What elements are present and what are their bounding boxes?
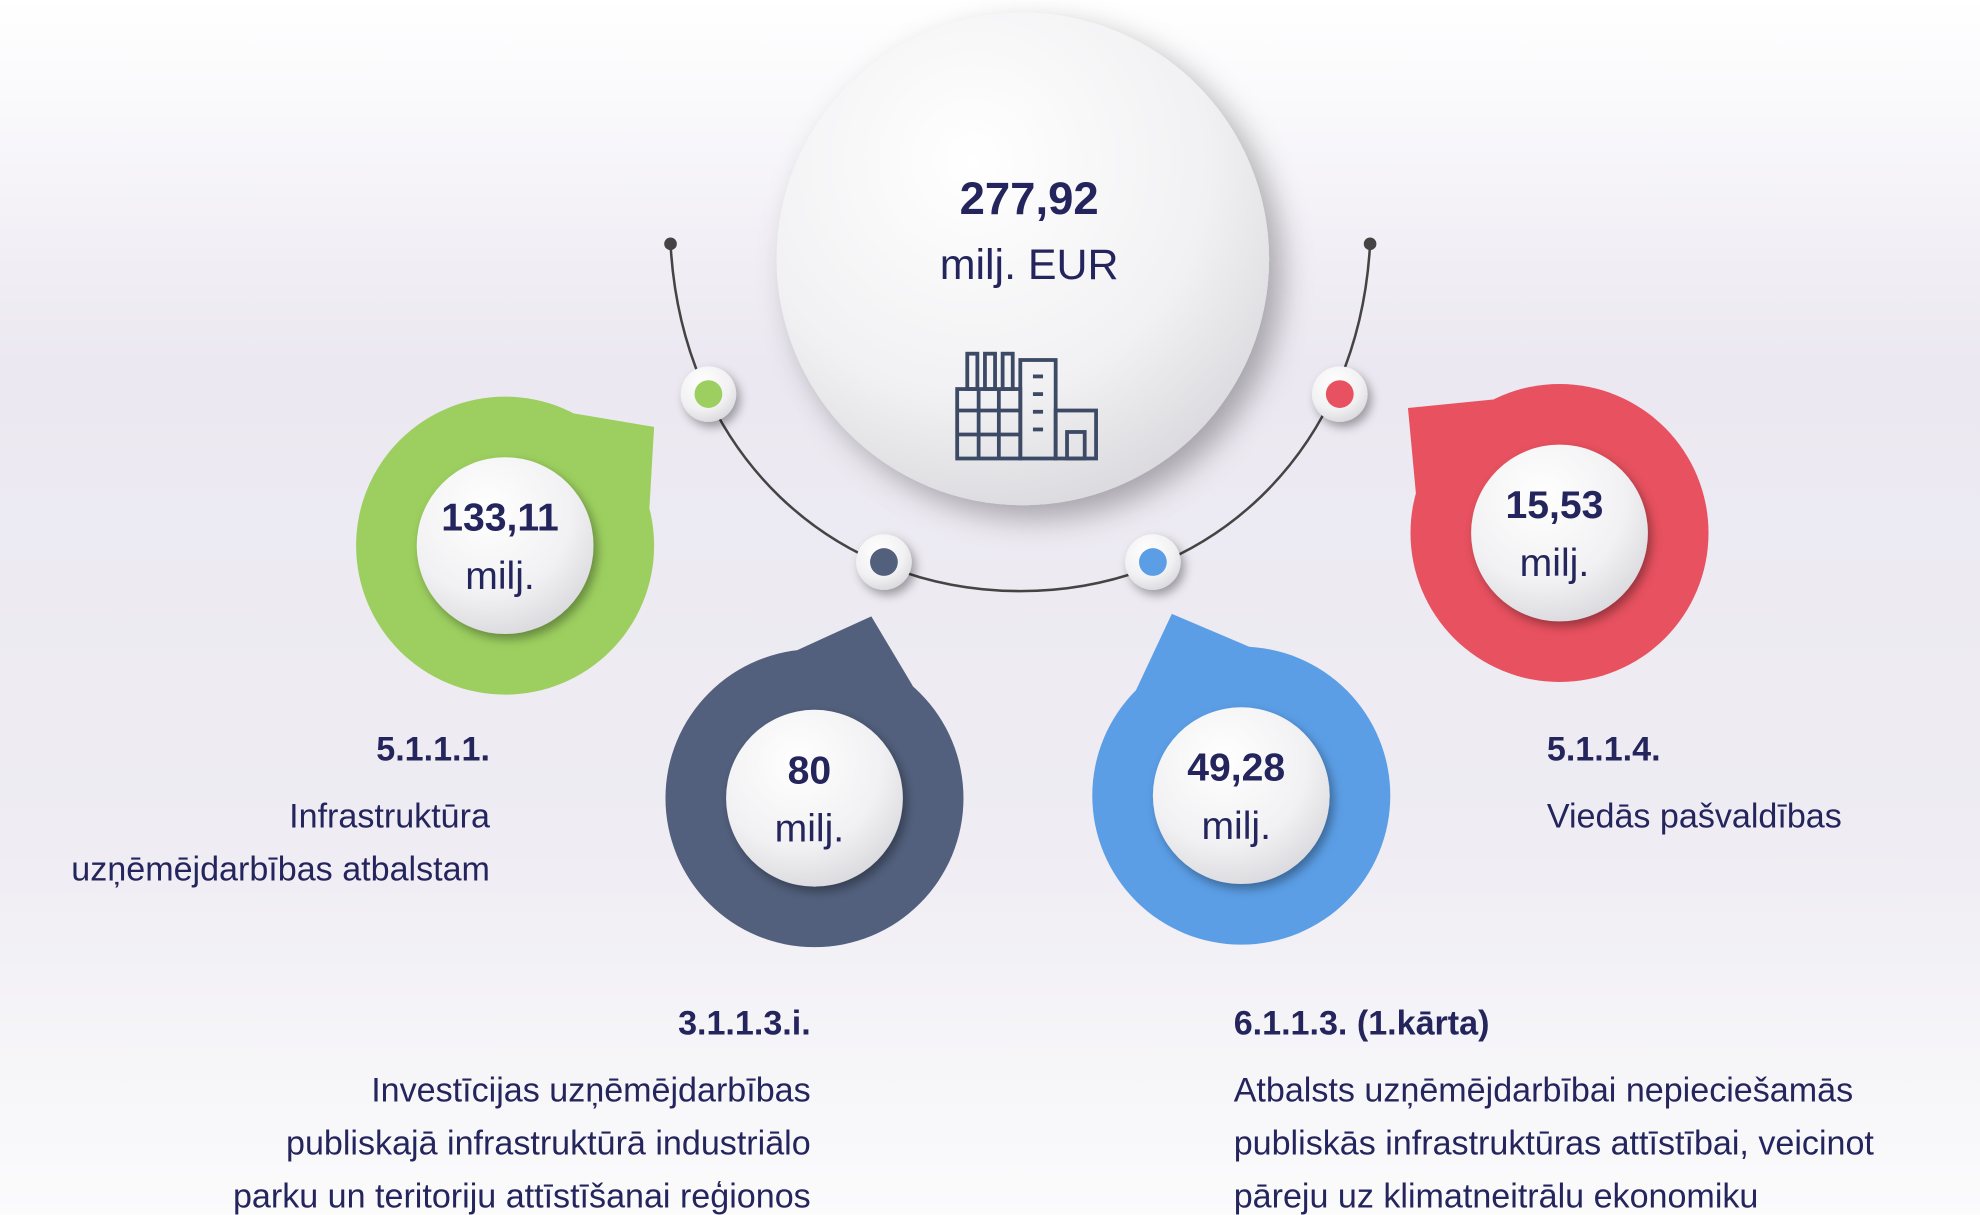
item-description: publiskās infrastruktūras attīstībai, ve…: [1234, 1124, 1875, 1162]
item-unit: milj.: [1201, 805, 1271, 848]
item-description: publiskajā infrastruktūrā industriālo: [286, 1124, 811, 1162]
item-description: Investīcijas uzņēmējdarbības: [371, 1071, 810, 1109]
node-dot: [1325, 380, 1354, 408]
item-description: parku un teritoriju attīstīšanai reģiono…: [233, 1177, 811, 1215]
item-value: 80: [788, 749, 832, 792]
item-value: 15,53: [1505, 484, 1603, 527]
bubble-inner: [726, 709, 903, 887]
item-description: pāreju uz klimatneitrālu ekonomiku: [1234, 1177, 1759, 1215]
arc-end: [664, 237, 677, 251]
node-dot: [1139, 548, 1167, 576]
item-description: Infrastruktūra: [289, 797, 490, 835]
item-description: uzņēmējdarbības atbalstam: [71, 850, 490, 888]
item-value: 49,28: [1187, 747, 1285, 790]
item-code: 5.1.1.1.: [376, 730, 490, 768]
bubble-inner: [1471, 444, 1648, 622]
bubble-inner: [416, 457, 594, 635]
item-code: 3.1.1.3.i.: [678, 1004, 811, 1042]
factory-icon: [955, 351, 1098, 461]
arc-end: [1363, 237, 1377, 251]
node-dot: [694, 380, 723, 408]
node-dot: [870, 548, 898, 576]
total-circle: [776, 12, 1270, 506]
bubble-inner: [1152, 707, 1330, 885]
total-value: 277,92: [960, 173, 1099, 224]
item-description: Atbalsts uzņēmējdarbībai nepieciešamās: [1234, 1071, 1853, 1109]
item-description: Viedās pašvaldības: [1547, 797, 1842, 835]
item-code: 5.1.1.4.: [1547, 730, 1661, 768]
item-value: 133,11: [441, 497, 559, 540]
item-unit: milj.: [465, 555, 535, 598]
item-code: 6.1.1.3. (1.kārta): [1234, 1004, 1490, 1042]
item-unit: milj.: [1520, 542, 1590, 585]
total-unit: milj. EUR: [940, 241, 1119, 289]
item-unit: milj.: [775, 807, 845, 850]
arc: [669, 243, 1372, 593]
